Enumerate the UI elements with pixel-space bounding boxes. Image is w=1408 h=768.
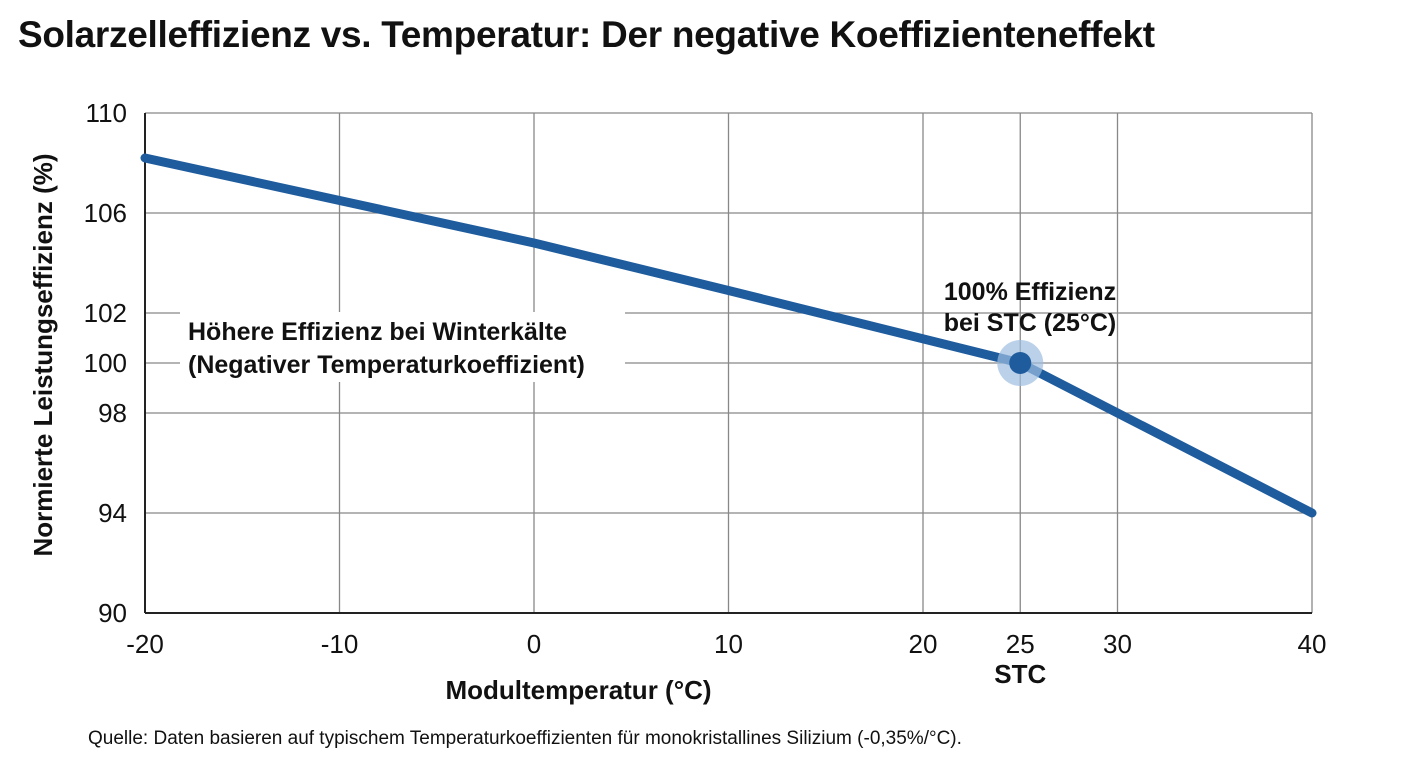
annotation-text: (Negativer Temperaturkoeffizient) — [188, 351, 585, 379]
x-tick-label: 20 — [909, 629, 938, 659]
y-tick-label: 102 — [84, 298, 127, 328]
y-tick-label: 90 — [98, 598, 127, 628]
y-tick-label: 106 — [84, 198, 127, 228]
y-tick-label: 98 — [98, 398, 127, 428]
chart-title: Solarzelleffizienz vs. Temperatur: Der n… — [18, 14, 1155, 55]
x-tick-label: 40 — [1298, 629, 1327, 659]
source-note: Quelle: Daten basieren auf typischem Tem… — [88, 728, 962, 749]
highlight-point — [1009, 352, 1032, 374]
y-tick-label: 110 — [86, 98, 127, 128]
x-tick-label: -10 — [321, 629, 359, 659]
x-axis-label: Modultemperatur (°C) — [445, 675, 711, 705]
x-tick-sublabel: STC — [994, 659, 1046, 689]
x-tick-label: 30 — [1103, 629, 1132, 659]
x-tick-label: 25 — [1006, 629, 1035, 659]
annotation-background — [180, 312, 625, 382]
x-tick-label: 0 — [527, 629, 541, 659]
x-tick-label: 10 — [714, 629, 743, 659]
y-axis-label: Normierte Leistungseffizienz (%) — [28, 153, 58, 556]
highlight-label: 100% Effizienz — [944, 278, 1116, 306]
y-tick-label: 94 — [98, 498, 127, 528]
x-tick-label: -20 — [126, 629, 164, 659]
highlight-label: bei STC (25°C) — [944, 309, 1117, 337]
annotation-text: Höhere Effizienz bei Winterkälte — [188, 318, 567, 346]
y-tick-label: 100 — [84, 348, 127, 378]
series-line — [140, 153, 1317, 518]
